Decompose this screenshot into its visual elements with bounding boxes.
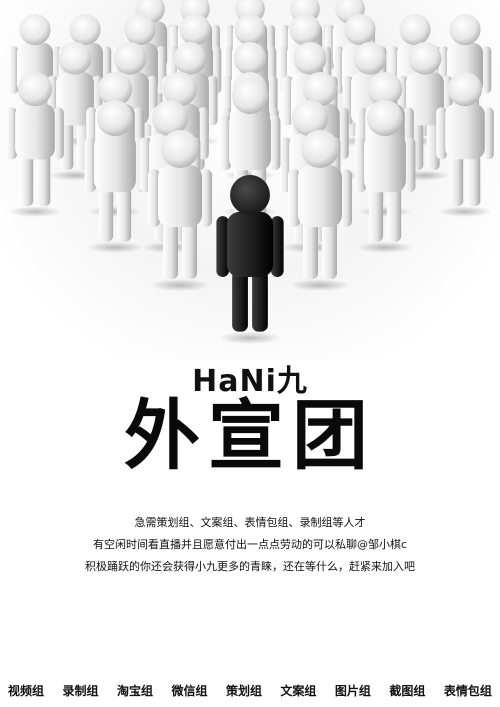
hero-illustration (0, 0, 500, 360)
group-screenshot[interactable]: 截图组 (389, 684, 426, 698)
crowd-figure (84, 100, 146, 254)
desc-line: 积极踊跃的你还会获得小九更多的青睐，还在等什么，赶紧来加入吧 (85, 560, 415, 573)
group-video[interactable]: 视频组 (8, 684, 45, 698)
group-nav: 视频组 录制组 淘宝组 微信组 策划组 文案组 图片组 截图组 表情包组 (8, 682, 492, 699)
crowd-figure (6, 72, 64, 218)
desc-line: 有空闲时间看直播并且愿意付出一点点劳动的可以私聊@邹小棋c (92, 538, 408, 551)
crowd-figures (6, 0, 494, 345)
group-taobao[interactable]: 淘宝组 (116, 684, 153, 698)
group-copywriting[interactable]: 文案组 (280, 684, 317, 698)
group-planning[interactable]: 策划组 (225, 684, 262, 698)
brand-name: HaNi九 (192, 364, 308, 399)
crowd-figure (436, 72, 494, 218)
desc-line: 急需策划组、文案组、表情包组、录制组等人才 (134, 516, 366, 529)
team-title: 外宣团 (124, 391, 376, 480)
crowd-figure (288, 130, 352, 292)
group-image[interactable]: 图片组 (334, 684, 371, 698)
recruit-description: 急需策划组、文案组、表情包组、录制组等人才 有空闲时间看直播并且愿意付出一点点劳… (0, 512, 500, 578)
crowd-figure (148, 130, 212, 292)
group-wechat[interactable]: 微信组 (171, 684, 208, 698)
leader-figure (216, 175, 284, 345)
crowd-figure (354, 100, 416, 254)
group-recording[interactable]: 录制组 (62, 684, 99, 698)
group-sticker[interactable]: 表情包组 (443, 684, 492, 698)
